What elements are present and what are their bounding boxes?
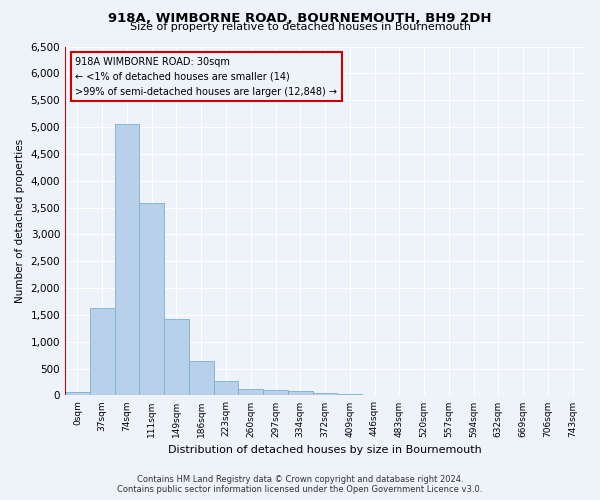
Bar xyxy=(90,308,115,396)
Bar xyxy=(115,124,139,396)
Bar xyxy=(238,388,263,396)
Text: 918A WIMBORNE ROAD: 30sqm
← <1% of detached houses are smaller (14)
>99% of semi: 918A WIMBORNE ROAD: 30sqm ← <1% of detac… xyxy=(76,57,337,96)
Bar xyxy=(214,381,238,396)
Text: 918A, WIMBORNE ROAD, BOURNEMOUTH, BH9 2DH: 918A, WIMBORNE ROAD, BOURNEMOUTH, BH9 2D… xyxy=(108,12,492,26)
Bar xyxy=(139,204,164,396)
Bar xyxy=(362,395,387,396)
Bar xyxy=(189,360,214,396)
Bar xyxy=(313,392,337,396)
Bar xyxy=(337,394,362,396)
Text: Size of property relative to detached houses in Bournemouth: Size of property relative to detached ho… xyxy=(130,22,470,32)
Text: Contains HM Land Registry data © Crown copyright and database right 2024.
Contai: Contains HM Land Registry data © Crown c… xyxy=(118,474,482,494)
Bar xyxy=(65,392,90,396)
X-axis label: Distribution of detached houses by size in Bournemouth: Distribution of detached houses by size … xyxy=(168,445,482,455)
Bar xyxy=(164,319,189,396)
Y-axis label: Number of detached properties: Number of detached properties xyxy=(15,139,25,303)
Bar xyxy=(288,392,313,396)
Bar xyxy=(263,390,288,396)
